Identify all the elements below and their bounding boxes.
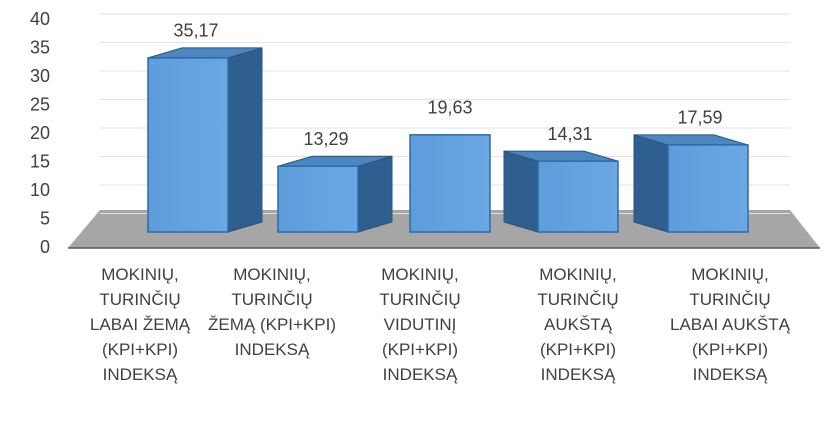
y-tick-label: 25 bbox=[30, 94, 50, 114]
bar bbox=[147, 57, 229, 233]
value-label: 13,29 bbox=[303, 129, 348, 149]
bar bbox=[409, 134, 491, 233]
x-tick-label: MOKINIŲ, TURINČIŲ LABAI ŽEMĄ (KPI+KPI) I… bbox=[89, 265, 191, 384]
x-tick-label: MOKINIŲ, TURINČIŲ LABAI AUKŠTĄ (KPI+KPI)… bbox=[670, 265, 790, 384]
bar-side bbox=[633, 134, 669, 233]
value-label: 17,59 bbox=[677, 108, 722, 128]
y-tick-label: 10 bbox=[30, 180, 50, 200]
x-tick-label: MOKINIŲ, TURINČIŲ VIDUTINĮ (KPI+KPI) IND… bbox=[379, 265, 461, 384]
y-tick-label: 5 bbox=[40, 208, 50, 228]
y-tick-label: 30 bbox=[30, 66, 50, 86]
x-tick-label: MOKINIŲ, TURINČIŲ ŽEMĄ (KPI+KPI) INDEKSĄ bbox=[208, 265, 336, 359]
y-tick-label: 35 bbox=[30, 37, 50, 57]
bar-side bbox=[227, 47, 263, 233]
value-label: 35,17 bbox=[173, 21, 218, 41]
value-label: 14,31 bbox=[547, 124, 592, 144]
bar bbox=[277, 165, 359, 233]
bar-side bbox=[503, 150, 539, 233]
bar bbox=[537, 160, 619, 233]
y-tick-label: 40 bbox=[30, 9, 50, 29]
value-label: 19,63 bbox=[427, 98, 472, 118]
x-tick-label: MOKINIŲ, TURINČIŲ AUKŠTĄ (KPI+KPI) INDEK… bbox=[537, 265, 619, 384]
bar-side bbox=[357, 155, 393, 233]
y-tick-label: 0 bbox=[40, 237, 50, 257]
y-tick-label: 20 bbox=[30, 123, 50, 143]
bar bbox=[667, 144, 749, 233]
y-tick-label: 15 bbox=[30, 151, 50, 171]
